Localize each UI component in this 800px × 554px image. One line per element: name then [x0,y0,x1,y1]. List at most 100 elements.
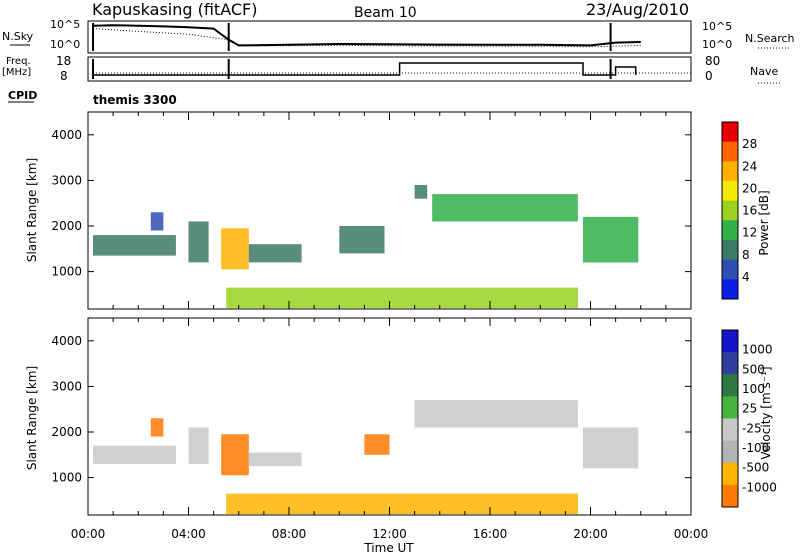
y-tick-label: 3000 [51,379,82,393]
power-region [432,194,578,222]
velocity-region [188,427,209,464]
velocity-colorbar-tick: 500 [742,362,765,376]
velocity-colorbar-cell [722,374,738,397]
power-region [248,244,302,263]
freq-tick-bottom: 8 [60,69,68,83]
x-tick-label: 16:00 [473,527,508,541]
power-colorbar-cell [722,220,738,241]
velocity-panel-frame [87,317,692,516]
nsearch-series [92,28,641,48]
cpid-label: CPID [8,89,37,102]
power-colorbar-label: Power [dB] [757,190,771,255]
power-colorbar-cell [722,141,738,162]
power-region [226,287,578,309]
freq-label: Freq. [6,56,31,67]
power-region [339,226,385,254]
power-colorbar-tick: 12 [742,226,757,240]
velocity-colorbar-tick: 25 [742,402,757,416]
velocity-colorbar-tick: -25 [742,421,762,435]
x-tick-label: 00:00 [674,527,709,541]
y-tick-label: 3000 [51,173,82,187]
velocity-colorbar-tick: -500 [742,461,769,475]
velocity-colorbar-cell [722,330,738,353]
y-tick-label: 2000 [51,219,82,233]
x-tick-label: 20:00 [573,527,608,541]
freq-unit-label: [MHz] [2,67,31,78]
x-axis-label: Time UT [363,541,414,554]
nsky-tick-bottom: 10^0 [50,38,80,51]
nsearch-tick-top: 10^5 [702,20,732,33]
velocity-colorbar-cell [722,440,738,464]
date-label: 23/Aug/2010 [586,0,689,19]
status-panel-freq [87,56,692,82]
y-tick-label: 1000 [51,471,82,485]
power-colorbar-frame [721,121,739,300]
power-colorbar-tick: 8 [742,248,750,262]
power-colorbar-cell [722,240,738,261]
velocity-colorbar-cell [722,352,738,375]
x-tick-label: 12:00 [372,527,407,541]
power-colorbar-cell [722,181,738,202]
velocity-colorbar-tick: 1000 [742,343,773,357]
velocity-region [364,434,390,455]
velocity-region [414,400,578,428]
power-colorbar-cell [722,161,738,182]
velocity-colorbar-cell [722,396,738,419]
nave-tick-bottom: 0 [705,69,713,83]
velocity-region [226,493,578,515]
power-colorbar-tick: 20 [742,181,757,195]
power-colorbar-cell [722,279,738,300]
beam-label: Beam 10 [354,5,417,21]
velocity-region [221,434,249,476]
status-panel-nsky [87,20,692,54]
velocity-region [583,427,639,469]
velocity-colorbar-cell [722,462,738,486]
velocity-heatmap [93,400,639,515]
station-title: Kapuskasing (fitACF) [92,0,257,19]
power-colorbar-tick: 24 [742,159,757,173]
power-colorbar-tick: 4 [742,270,750,284]
power-colorbar-cell [722,122,738,143]
velocity-colorbar-label: Velocity [m s⁻¹] [759,366,773,459]
x-tick-label: 00:00 [71,527,106,541]
power-region [93,235,176,256]
power-region [188,221,209,263]
nsky-tick-top: 10^5 [50,18,80,31]
velocity-region [150,418,164,437]
cpid-value: themis 3300 [93,93,177,107]
velocity-colorbar-cell [722,484,738,508]
y-tick-label: 4000 [51,334,82,348]
power-colorbar-tick: 28 [742,137,757,151]
freq-series [93,62,637,76]
power-colorbar-cell [722,259,738,280]
velocity-colorbar-cell [722,418,738,442]
x-tick-label: 08:00 [272,527,307,541]
velocity-colorbar-tick: -1000 [742,480,777,494]
power-colorbar-cell [722,200,738,221]
power-region [583,216,639,263]
y-tick-label: 2000 [51,425,82,439]
nsearch-tick-bottom: 10^0 [702,38,732,51]
y-tick-label: 4000 [51,128,82,142]
power-region [221,228,249,270]
power-panel-frame [87,111,692,310]
x-tick-label: 04:00 [171,527,206,541]
nsky-label: N.Sky [2,30,34,43]
nave-tick-top: 80 [705,54,720,68]
freq-tick-top: 18 [56,54,71,68]
velocity-colorbar-tick: 100 [742,382,765,396]
nsky-series [92,24,641,47]
velocity-region [93,445,176,464]
velocity-region [248,452,302,467]
velocity-colorbar-tick: -100 [742,441,769,455]
power-region [414,185,428,199]
power-colorbar-tick: 16 [742,204,757,218]
nave-label: Nave [750,65,778,78]
nsearch-label: N.Search [745,32,795,45]
power-ylabel: Slant Range [km] [25,158,39,262]
power-region [150,212,164,231]
power-heatmap [93,185,639,309]
velocity-colorbar-frame [721,329,739,508]
velocity-ylabel: Slant Range [km] [25,366,39,470]
